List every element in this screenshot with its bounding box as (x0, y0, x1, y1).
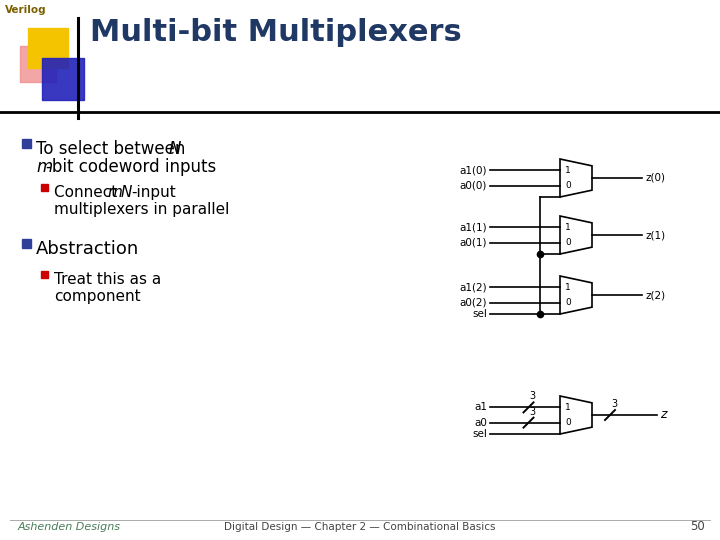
Text: 0: 0 (565, 418, 571, 427)
Text: 50: 50 (690, 521, 705, 534)
Text: Digital Design — Chapter 2 — Combinational Basics: Digital Design — Chapter 2 — Combination… (224, 522, 496, 532)
Text: sel: sel (472, 309, 487, 319)
Text: 3: 3 (611, 399, 617, 409)
Text: Multi-bit Multiplexers: Multi-bit Multiplexers (90, 18, 462, 47)
Text: m: m (107, 185, 122, 200)
Text: a1(1): a1(1) (459, 222, 487, 232)
Bar (20, 46, 56, 82)
Text: 1: 1 (565, 223, 571, 232)
Bar (41, 184, 48, 191)
Text: N: N (121, 185, 132, 200)
Text: z(0): z(0) (645, 173, 665, 183)
Text: a0(1): a0(1) (459, 238, 487, 248)
Text: a1(2): a1(2) (459, 282, 487, 292)
Text: Connect: Connect (54, 185, 122, 200)
Text: -bit codeword inputs: -bit codeword inputs (46, 158, 216, 176)
Text: a1: a1 (474, 402, 487, 413)
Text: m: m (36, 158, 53, 176)
Text: 3: 3 (529, 407, 536, 416)
Text: multiplexers in parallel: multiplexers in parallel (54, 202, 230, 217)
Text: -input: -input (131, 185, 176, 200)
Text: 0: 0 (565, 181, 571, 190)
Text: 1: 1 (565, 403, 571, 412)
Text: 3: 3 (529, 392, 536, 401)
Text: Ashenden Designs: Ashenden Designs (18, 522, 121, 532)
Text: Abstraction: Abstraction (36, 240, 139, 258)
Text: 0: 0 (565, 238, 571, 247)
Text: a0(0): a0(0) (459, 180, 487, 191)
Bar (41, 271, 48, 278)
Text: To select between: To select between (36, 140, 191, 158)
Text: Verilog: Verilog (5, 5, 47, 15)
Text: 1: 1 (565, 166, 571, 175)
Text: z(1): z(1) (645, 230, 665, 240)
Text: Treat this as a: Treat this as a (54, 272, 161, 287)
Bar (22, 239, 31, 248)
Text: N: N (169, 140, 181, 158)
Text: component: component (54, 289, 140, 304)
Text: a1(0): a1(0) (459, 165, 487, 176)
Bar (28, 28, 68, 68)
Text: a0: a0 (474, 417, 487, 428)
Text: a0(2): a0(2) (459, 298, 487, 308)
Text: sel: sel (472, 429, 487, 439)
Bar (42, 58, 84, 100)
Text: 0: 0 (565, 298, 571, 307)
Text: z: z (660, 408, 667, 422)
Bar (22, 139, 31, 148)
Text: z(2): z(2) (645, 290, 665, 300)
Text: 1: 1 (565, 283, 571, 292)
